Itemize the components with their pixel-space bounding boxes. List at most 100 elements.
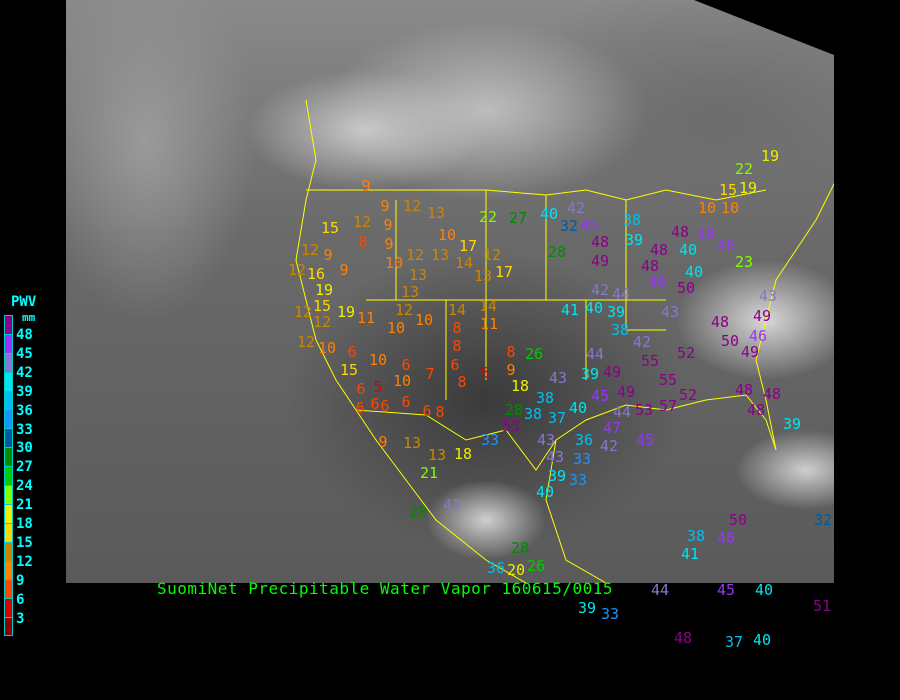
legend-label: 12 <box>16 553 33 570</box>
station-pwv-value: 40 <box>569 398 588 417</box>
station-pwv-value: 40 <box>536 482 555 501</box>
station-pwv-value: 48 <box>763 384 782 403</box>
station-pwv-value: 45 <box>591 386 610 405</box>
station-pwv-value: 10 <box>698 198 717 217</box>
station-pwv-value: 45 <box>636 430 655 449</box>
station-pwv-value: 14 <box>448 300 467 319</box>
station-pwv-value: 44 <box>612 284 631 303</box>
station-pwv-value: 41 <box>681 544 700 563</box>
station-pwv-value: 38 <box>687 526 706 545</box>
legend-label: 45 <box>16 345 33 362</box>
station-pwv-value: 10 <box>387 318 406 337</box>
station-pwv-value: 48 <box>674 628 693 647</box>
station-pwv-value: 55 <box>641 351 660 370</box>
legend-swatch <box>4 541 13 561</box>
legend-label: 21 <box>16 497 33 514</box>
station-pwv-value: 11 <box>357 308 376 327</box>
station-pwv-value: 37 <box>725 632 744 651</box>
legend-label: 15 <box>16 534 33 551</box>
us-mexico-border <box>355 409 557 471</box>
station-pwv-value: 12 <box>288 260 307 279</box>
station-pwv-value: 43 <box>537 430 556 449</box>
station-pwv-value: 12 <box>301 240 320 259</box>
station-pwv-value: 57 <box>659 396 678 415</box>
station-pwv-value: 48 <box>591 232 610 251</box>
legend-swatch <box>4 352 13 372</box>
station-pwv-value: 42 <box>567 198 586 217</box>
legend-label: 48 <box>16 327 33 343</box>
station-pwv-value: 10 <box>721 198 740 217</box>
station-pwv-value: 46 <box>749 326 768 345</box>
station-pwv-value: 10 <box>318 338 337 357</box>
gulf-coast <box>555 394 777 451</box>
station-pwv-value: 22 <box>479 207 498 226</box>
station-pwv-value: 44 <box>613 402 632 421</box>
station-pwv-value: 51 <box>813 596 832 615</box>
station-pwv-value: 18 <box>511 376 530 395</box>
station-pwv-value: 9 <box>361 176 371 195</box>
no-data-corner <box>694 0 834 55</box>
west-coast <box>295 99 377 441</box>
station-pwv-value: 48 <box>641 256 660 275</box>
station-pwv-value: 47 <box>603 418 622 437</box>
legend-swatch <box>4 522 13 542</box>
station-pwv-value: 32 <box>560 216 579 235</box>
legend-swatch <box>4 560 13 580</box>
station-pwv-value: 26 <box>525 344 544 363</box>
station-pwv-value: 48 <box>671 222 690 241</box>
station-pwv-value: 6 <box>347 342 357 361</box>
legend-unit: mm <box>22 311 36 324</box>
station-pwv-value: 39 <box>625 230 644 249</box>
station-pwv-value: 15 <box>719 180 738 199</box>
legend-swatch <box>4 409 13 429</box>
station-pwv-value: 46 <box>697 224 716 243</box>
station-pwv-value: 39 <box>578 598 597 617</box>
legend-swatch <box>4 315 13 334</box>
station-pwv-value: 49 <box>591 251 610 270</box>
station-pwv-value: 44 <box>586 344 605 363</box>
legend-label: 6 <box>16 591 25 608</box>
station-pwv-value: 40 <box>540 204 559 223</box>
station-pwv-value: 15 <box>313 296 332 315</box>
station-pwv-value: 28 <box>548 242 567 261</box>
station-pwv-value: 55 <box>659 370 678 389</box>
station-pwv-value: 15 <box>321 218 340 237</box>
legend-swatch <box>4 466 13 486</box>
legend-label: 42 <box>16 364 33 381</box>
station-pwv-value: 53 <box>502 416 521 435</box>
station-pwv-value: 46 <box>717 235 736 254</box>
station-pwv-value: 38 <box>623 210 642 229</box>
station-pwv-value: 9 <box>378 432 388 451</box>
station-pwv-value: 42 <box>600 436 619 455</box>
station-pwv-value: 10 <box>438 225 457 244</box>
station-pwv-value: 45 <box>580 215 599 234</box>
station-pwv-value: 39 <box>581 364 600 383</box>
station-pwv-value: 42 <box>633 332 652 351</box>
station-pwv-value: 13 <box>474 266 493 285</box>
legend-label: 24 <box>16 478 33 495</box>
station-pwv-value: 52 <box>677 343 696 362</box>
station-pwv-value: 5 <box>373 377 383 396</box>
station-pwv-value: 12 <box>395 300 414 319</box>
station-pwv-value: 49 <box>617 382 636 401</box>
station-pwv-value: 17 <box>459 236 478 255</box>
station-pwv-value: 9 <box>383 215 393 234</box>
station-pwv-value: 48 <box>711 312 730 331</box>
station-pwv-value: 6 <box>401 392 411 411</box>
legend-swatch <box>4 371 13 391</box>
state-lines <box>366 190 666 400</box>
satellite-map <box>66 0 834 583</box>
station-pwv-value: 6 <box>380 396 390 415</box>
station-pwv-value: 40 <box>585 298 604 317</box>
station-pwv-value: 36 <box>487 558 506 577</box>
station-pwv-value: 8 <box>452 318 462 337</box>
station-pwv-value: 6 <box>356 379 366 398</box>
station-pwv-value: 36 <box>575 430 594 449</box>
station-pwv-value: 9 <box>506 360 516 379</box>
legend-swatch <box>4 485 13 504</box>
station-pwv-value: 9 <box>339 260 349 279</box>
station-pwv-value: 21 <box>420 463 439 482</box>
station-pwv-value: 12 <box>294 302 313 321</box>
station-pwv-value: 12 <box>297 332 316 351</box>
station-pwv-value: 40 <box>755 580 774 599</box>
